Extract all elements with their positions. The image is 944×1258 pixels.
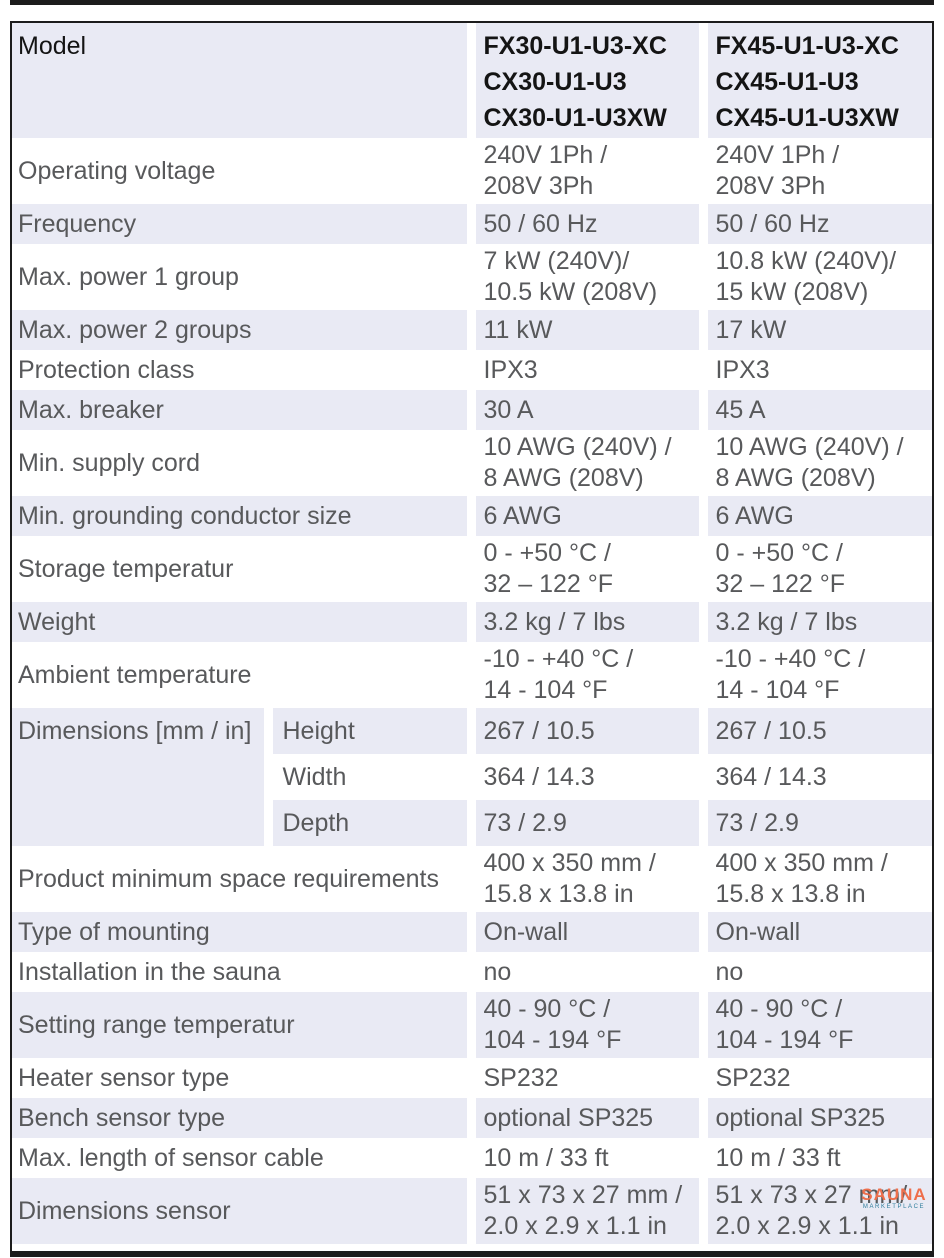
top-divider — [10, 0, 934, 5]
header-label: Model — [12, 23, 471, 138]
value-cell: 50 / 60 Hz — [466, 204, 703, 244]
value-cell: 11 kW — [466, 310, 703, 350]
value-cell: 17 kW — [698, 310, 932, 350]
row-label: Protection class — [18, 355, 195, 384]
table-row: Bench sensor type optional SP325 optiona… — [12, 1098, 932, 1138]
dimensions-row: Depth 73 / 2.9 73 / 2.9 — [12, 800, 932, 846]
dimension-sublabel: Height — [263, 708, 471, 754]
value-cell: 10 m / 33 ft — [698, 1138, 932, 1178]
value-cell: IPX3 — [698, 350, 932, 390]
row-label: Bench sensor type — [12, 1098, 471, 1138]
table-row: Weight 3.2 kg / 7 lbs 3.2 kg / 7 lbs — [12, 602, 932, 642]
value-cell: 6 AWG — [466, 496, 703, 536]
table-row: Heater sensor type SP232 SP232 — [12, 1058, 932, 1098]
table-row: Ambient temperature -10 - +40 °C / 14 - … — [12, 642, 932, 708]
table-row: Max. power 2 groups 11 kW 17 kW — [12, 310, 932, 350]
table-row: Max. power 1 group 7 kW (240V)/ 10.5 kW … — [12, 244, 932, 310]
table-row: Storage temperatur 0 - +50 °C / 32 – 122… — [12, 536, 932, 602]
row-label: Installation in the sauna — [18, 957, 281, 986]
value-cell: 0 - +50 °C / 32 – 122 °F — [466, 536, 703, 602]
row-label: Type of mounting — [12, 912, 471, 952]
table-row: Frequency 50 / 60 Hz 50 / 60 Hz — [12, 204, 932, 244]
value-cell: 10 AWG (240V) / 8 AWG (208V) — [698, 430, 932, 496]
table-row: Dimensions sensor 51 x 73 x 27 mm / 2.0 … — [12, 1178, 932, 1244]
value-cell: IPX3 — [466, 350, 703, 390]
value-cell: 3.2 kg / 7 lbs — [466, 602, 703, 642]
value-cell: -10 - +40 °C / 14 - 104 °F — [466, 642, 703, 708]
dimensions-row: Width 364 / 14.3 364 / 14.3 — [12, 754, 932, 800]
value-cell: 240V 1Ph / 208V 3Ph — [466, 138, 703, 204]
value-cell: no — [466, 952, 703, 992]
value-cell: 400 x 350 mm / 15.8 x 13.8 in — [698, 846, 932, 912]
value-cell: SP232 — [698, 1058, 932, 1098]
table-row: Max. breaker 30 A 45 A — [12, 390, 932, 430]
value-cell: optional SP325 — [466, 1098, 703, 1138]
row-label: Min. supply cord — [18, 448, 201, 477]
row-label: Max. length of sensor cable — [18, 1143, 324, 1172]
spec-sheet-frame: Model FX30-U1-U3-XC CX30-U1-U3 CX30-U1-U… — [10, 21, 934, 1257]
row-label: Max. power 2 groups — [12, 310, 471, 350]
value-cell: 51 x 73 x 27 mm/ 2.0 x 2.9 x 1.1 in — [698, 1178, 932, 1244]
value-cell: 267 / 10.5 — [466, 708, 703, 754]
table-row: Operating voltage 240V 1Ph / 208V 3Ph 24… — [12, 138, 932, 204]
table-row: Type of mounting On-wall On-wall — [12, 912, 932, 952]
value-cell: On-wall — [466, 912, 703, 952]
value-cell: optional SP325 — [698, 1098, 932, 1138]
value-cell: 364 / 14.3 — [698, 754, 932, 800]
value-cell: 40 - 90 °C / 104 - 194 °F — [466, 992, 703, 1058]
table-row: Min. grounding conductor size 6 AWG 6 AW… — [12, 496, 932, 536]
row-label: Product minimum space requirements — [18, 864, 439, 893]
value-cell: 51 x 73 x 27 mm / 2.0 x 2.9 x 1.1 in — [466, 1178, 703, 1244]
value-cell: SP232 — [466, 1058, 703, 1098]
dimensions-group-label: Dimensions [mm / in] — [12, 708, 268, 846]
value-cell: 0 - +50 °C / 32 – 122 °F — [698, 536, 932, 602]
value-cell: 45 A — [698, 390, 932, 430]
row-label: Frequency — [12, 204, 471, 244]
table-row: Product minimum space requirements 400 x… — [12, 846, 932, 912]
spec-table: Model FX30-U1-U3-XC CX30-U1-U3 CX30-U1-U… — [12, 23, 932, 1244]
value-cell: 3.2 kg / 7 lbs — [698, 602, 932, 642]
row-label: Operating voltage — [18, 156, 216, 185]
value-cell: 30 A — [466, 390, 703, 430]
row-label: Setting range temperatur — [12, 992, 471, 1058]
row-label: Max. power 1 group — [18, 262, 239, 291]
row-label: Max. breaker — [12, 390, 471, 430]
value-cell: 240V 1Ph / 208V 3Ph — [698, 138, 932, 204]
value-cell: 50 / 60 Hz — [698, 204, 932, 244]
value-cell: 10 AWG (240V) / 8 AWG (208V) — [466, 430, 703, 496]
value-cell: 267 / 10.5 — [698, 708, 932, 754]
table-row: Protection class IPX3 IPX3 — [12, 350, 932, 390]
value-cell: 73 / 2.9 — [698, 800, 932, 846]
value-cell: 40 - 90 °C / 104 - 194 °F — [698, 992, 932, 1058]
value-cell: On-wall — [698, 912, 932, 952]
header-model-col1: FX30-U1-U3-XC CX30-U1-U3 CX30-U1-U3XW — [466, 23, 703, 138]
row-label: Min. grounding conductor size — [12, 496, 471, 536]
dimension-sublabel: Depth — [263, 800, 471, 846]
value-cell: 10.8 kW (240V)/ 15 kW (208V) — [698, 244, 932, 310]
value-cell: -10 - +40 °C / 14 - 104 °F — [698, 642, 932, 708]
value-cell: no — [698, 952, 932, 992]
row-label: Weight — [12, 602, 471, 642]
table-row: Max. length of sensor cable 10 m / 33 ft… — [12, 1138, 932, 1178]
header-model-col2: FX45-U1-U3-XC CX45-U1-U3 CX45-U1-U3XW — [698, 23, 932, 138]
value-cell: 73 / 2.9 — [466, 800, 703, 846]
row-label: Heater sensor type — [18, 1063, 230, 1092]
row-label: Dimensions sensor — [12, 1178, 471, 1244]
row-label: Storage temperatur — [18, 554, 234, 583]
value-cell: 10 m / 33 ft — [466, 1138, 703, 1178]
value-cell: 400 x 350 mm / 15.8 x 13.8 in — [466, 846, 703, 912]
value-cell: 6 AWG — [698, 496, 932, 536]
row-label: Ambient temperature — [18, 660, 252, 689]
table-row: Min. supply cord 10 AWG (240V) / 8 AWG (… — [12, 430, 932, 496]
dimensions-row: Dimensions [mm / in] Height 267 / 10.5 2… — [12, 708, 932, 846]
table-row: Installation in the sauna no no — [12, 952, 932, 992]
value-cell: 7 kW (240V)/ 10.5 kW (208V) — [466, 244, 703, 310]
table-header-row: Model FX30-U1-U3-XC CX30-U1-U3 CX30-U1-U… — [12, 23, 932, 138]
value-cell: 364 / 14.3 — [466, 754, 703, 800]
dimension-sublabel: Width — [263, 754, 471, 800]
table-row: Setting range temperatur 40 - 90 °C / 10… — [12, 992, 932, 1058]
